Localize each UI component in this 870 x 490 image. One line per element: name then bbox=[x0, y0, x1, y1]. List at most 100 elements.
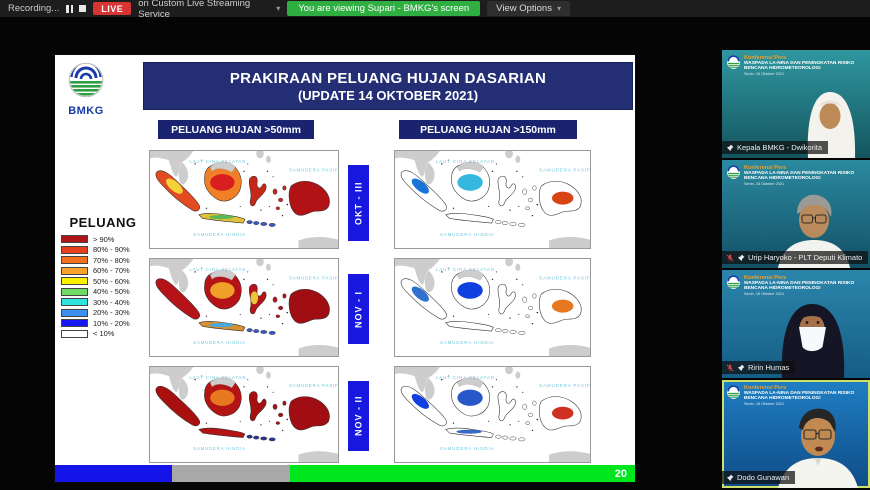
land-philippines-2 bbox=[266, 371, 271, 379]
pin-icon bbox=[737, 254, 745, 261]
indonesia-map: LAUT CINA SELATAN SAMUDERA PASIFIK SAMUD… bbox=[395, 259, 590, 356]
mic-muted-icon bbox=[726, 254, 734, 261]
shared-screen-slide: BMKG PRAKIRAAN PELUANG HUJAN DASARIAN (U… bbox=[55, 55, 635, 482]
legend-item: 80% - 90% bbox=[61, 245, 145, 256]
chevron-down-icon: ▾ bbox=[556, 4, 561, 13]
islet-specks bbox=[194, 375, 288, 431]
participants-sidebar: Konferensi Pers WASPADA LA-NINA DAN PENI… bbox=[722, 50, 870, 490]
legend-swatch bbox=[61, 235, 88, 244]
land-borneo-north bbox=[457, 269, 484, 281]
legend-swatch bbox=[61, 256, 88, 265]
svg-text:SAMUDERA HINDIA: SAMUDERA HINDIA bbox=[440, 340, 495, 345]
chevron-down-icon: ▾ bbox=[276, 4, 281, 13]
participant-nametag: Urip Haryoko - PLT Deputi Klimato bbox=[722, 251, 869, 264]
legend-swatch bbox=[61, 308, 88, 317]
participant-avatar bbox=[781, 304, 845, 378]
participant-nametag: Ririn Humas bbox=[722, 361, 796, 374]
svg-text:SAMUDERA HINDIA: SAMUDERA HINDIA bbox=[193, 446, 246, 451]
participant-name: Kepala BMKG - Dwikorita bbox=[737, 143, 823, 152]
svg-text:LAUT CINA SELATAN: LAUT CINA SELATAN bbox=[189, 375, 246, 380]
bmkg-logo-icon bbox=[727, 275, 740, 289]
row-label-nov1: NOV - I bbox=[348, 274, 369, 344]
land-australia bbox=[549, 345, 590, 356]
svg-text:LAUT CINA SELATAN: LAUT CINA SELATAN bbox=[189, 159, 246, 164]
slide-footer-bar: 20 bbox=[55, 465, 635, 482]
row-label-okt3: OKT - III bbox=[348, 165, 369, 241]
legend-swatch bbox=[61, 287, 88, 296]
land-borneo-north bbox=[209, 377, 236, 388]
land-malaya bbox=[424, 162, 435, 185]
land-philippines-2 bbox=[515, 371, 521, 379]
indonesia-map: LAUT CINA SELATAN SAMUDERA PASIFIK SAMUD… bbox=[150, 151, 338, 248]
land-philippines-1 bbox=[256, 367, 264, 375]
svg-text:LAUT CINA SELATAN: LAUT CINA SELATAN bbox=[436, 267, 495, 272]
land-philippines-1 bbox=[505, 367, 513, 375]
svg-text:SAMUDERA PASIFIK: SAMUDERA PASIFIK bbox=[289, 167, 338, 172]
svg-text:SAMUDERA PASIFIK: SAMUDERA PASIFIK bbox=[539, 275, 590, 280]
stop-recording-icon[interactable] bbox=[79, 5, 87, 12]
map-okt3-50mm: LAUT CINA SELATAN SAMUDERA PASIFIK SAMUD… bbox=[149, 150, 339, 249]
participant-nametag: Dodo Gunawan bbox=[722, 471, 796, 484]
legend-swatch bbox=[61, 319, 88, 328]
map-nov1-150mm: LAUT CINA SELATAN SAMUDERA PASIFIK SAMUD… bbox=[394, 258, 591, 357]
viewing-screen-banner: You are viewing Supari - BMKG's screen bbox=[287, 1, 481, 16]
legend-swatch bbox=[61, 329, 88, 338]
recording-label: Recording... bbox=[8, 3, 60, 14]
participant-tile[interactable]: Konferensi Pers WASPADA LA-NINA DAN PENI… bbox=[722, 270, 870, 378]
participant-name: Ririn Humas bbox=[748, 363, 790, 372]
bmkg-logo-text: BMKG bbox=[68, 105, 104, 117]
footer-bar-gray bbox=[172, 465, 290, 482]
legend-item: 50% - 60% bbox=[61, 276, 145, 287]
indonesia-map: LAUT CINA SELATAN SAMUDERA PASIFIK SAMUD… bbox=[150, 259, 338, 356]
participant-tile[interactable]: Konferensi Pers WASPADA LA-NINA DAN PENI… bbox=[722, 160, 870, 268]
stream-service-dropdown[interactable]: on Custom Live Streaming Service ▾ bbox=[138, 0, 280, 20]
land-australia bbox=[298, 345, 338, 356]
land-philippines-1 bbox=[505, 151, 513, 159]
view-options-button[interactable]: View Options ▾ bbox=[487, 1, 570, 16]
land-indochina bbox=[150, 259, 194, 285]
land-philippines-1 bbox=[256, 259, 264, 267]
svg-text:LAUT CINA SELATAN: LAUT CINA SELATAN bbox=[436, 159, 495, 164]
view-options-label: View Options bbox=[496, 3, 552, 14]
land-borneo-north bbox=[457, 377, 484, 388]
legend-title: PELUANG bbox=[69, 215, 137, 230]
participant-tile[interactable]: Konferensi Pers WASPADA LA-NINA DAN PENI… bbox=[722, 380, 870, 488]
legend-item: < 10% bbox=[61, 329, 145, 340]
land-malaya bbox=[178, 162, 189, 185]
legend-swatch bbox=[61, 298, 88, 307]
participant-name: Dodo Gunawan bbox=[737, 473, 790, 482]
svg-text:SAMUDERA PASIFIK: SAMUDERA PASIFIK bbox=[539, 167, 590, 172]
land-borneo-north bbox=[457, 161, 484, 173]
footer-bar-green: 20 bbox=[290, 465, 635, 482]
mic-muted-icon bbox=[726, 364, 734, 371]
map-okt3-150mm: LAUT CINA SELATAN SAMUDERA PASIFIK SAMUD… bbox=[394, 150, 591, 249]
land-indochina bbox=[150, 151, 194, 177]
legend-item: 40% - 50% bbox=[61, 287, 145, 298]
land-indochina bbox=[395, 151, 440, 177]
column-header-50mm: PELUANG HUJAN >50mm bbox=[158, 120, 314, 139]
meeting-topbar: Recording... LIVE on Custom Live Streami… bbox=[0, 0, 870, 20]
legend-item: 60% - 70% bbox=[61, 266, 145, 277]
legend-item: 30% - 40% bbox=[61, 297, 145, 308]
legend-item: 70% - 80% bbox=[61, 255, 145, 266]
map-nov2-150mm: LAUT CINA SELATAN SAMUDERA PASIFIK SAMUD… bbox=[394, 366, 591, 463]
land-philippines-2 bbox=[515, 263, 521, 272]
virtual-background-banner: Konferensi Pers WASPADA LA-NINA DAN PENI… bbox=[726, 55, 870, 76]
participant-tile[interactable]: Konferensi Pers WASPADA LA-NINA DAN PENI… bbox=[722, 50, 870, 158]
pause-recording-icon[interactable] bbox=[66, 4, 74, 13]
column-header-150mm: PELUANG HUJAN >150mm bbox=[399, 120, 577, 139]
slide-title-line2: (UPDATE 14 OKTOBER 2021) bbox=[297, 87, 479, 103]
land-indochina bbox=[395, 259, 440, 285]
land-australia bbox=[549, 451, 590, 462]
live-badge: LIVE bbox=[93, 2, 132, 15]
map-nov2-50mm: LAUT CINA SELATAN SAMUDERA PASIFIK SAMUD… bbox=[149, 366, 339, 463]
land-australia bbox=[549, 237, 590, 248]
land-indochina bbox=[150, 367, 194, 393]
islet-specks bbox=[194, 267, 288, 325]
svg-text:SAMUDERA PASIFIK: SAMUDERA PASIFIK bbox=[539, 383, 590, 388]
probability-legend: PELUANG > 90% 80% - 90% 70% - 80% 60% - … bbox=[61, 215, 145, 339]
svg-text:SAMUDERA PASIFIK: SAMUDERA PASIFIK bbox=[289, 275, 338, 280]
svg-text:SAMUDERA HINDIA: SAMUDERA HINDIA bbox=[193, 232, 246, 237]
land-philippines-1 bbox=[256, 151, 264, 159]
land-indochina bbox=[395, 367, 440, 393]
